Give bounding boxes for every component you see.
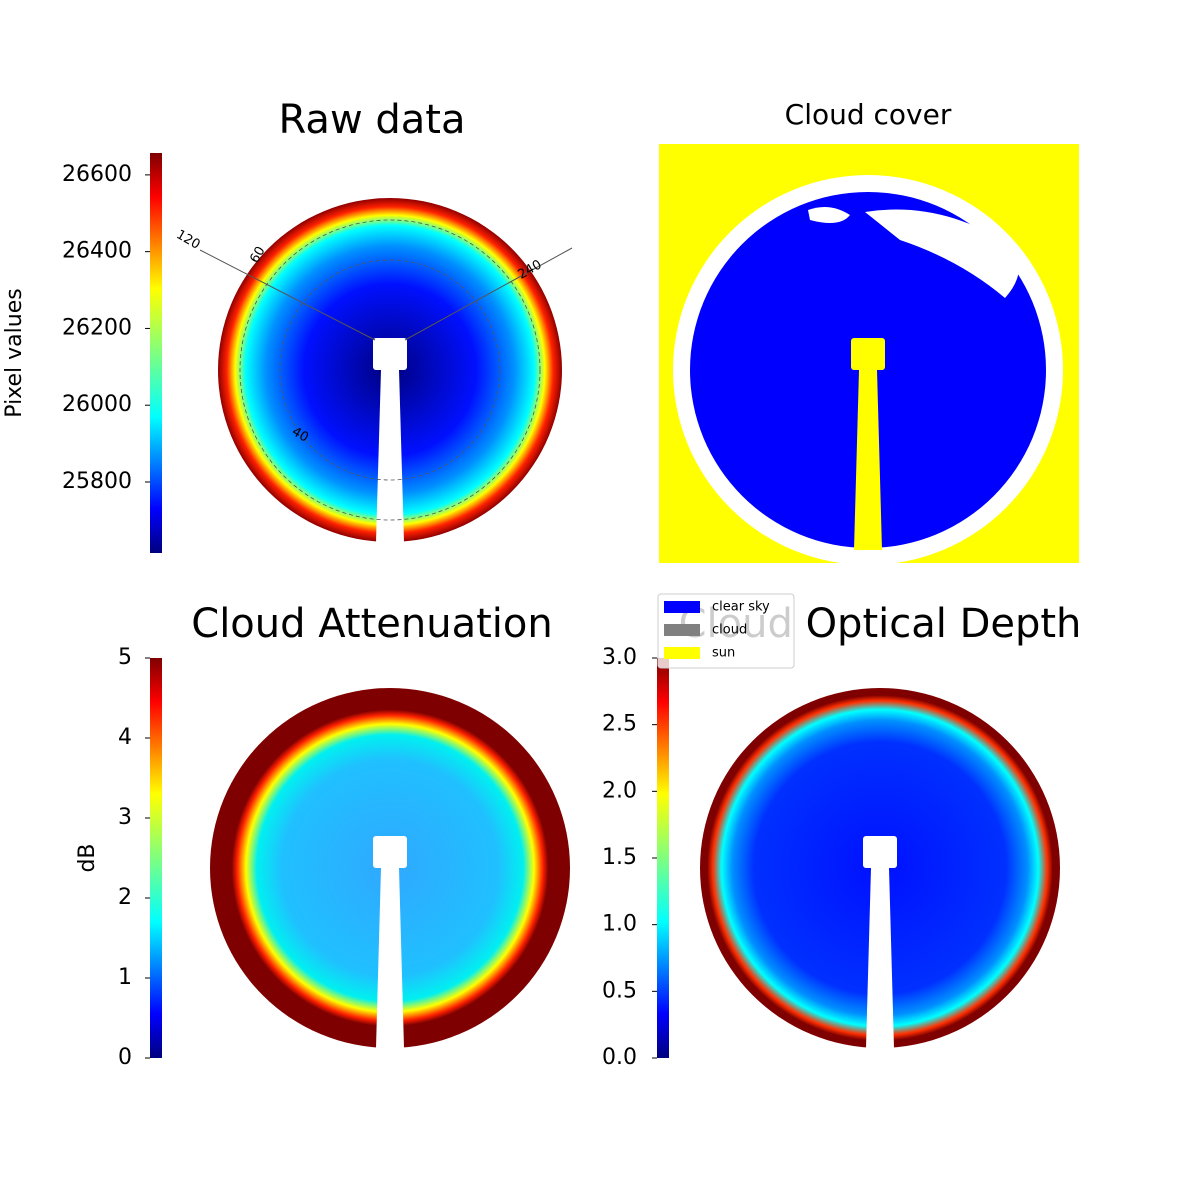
colorbar-tick-label: 0.5 <box>602 978 637 1003</box>
polar-label: 120 <box>173 227 202 252</box>
camera-mast <box>373 338 407 370</box>
mask-cloud <box>808 206 850 224</box>
colorbar-tick-label: 26400 <box>62 239 132 264</box>
camera-mast <box>373 836 407 868</box>
legend-swatch <box>664 647 700 659</box>
colorbar-tick-label: 4 <box>118 725 132 750</box>
colorbar-tick-label: 1.5 <box>602 845 637 870</box>
colorbar-tick-label: 26000 <box>62 392 132 417</box>
colorbar <box>150 153 162 553</box>
colorbar-tick-label: 2.5 <box>602 712 637 737</box>
colorbar-tick-label: 1.0 <box>602 912 637 937</box>
colorbar-label: Pixel values <box>2 288 27 417</box>
colorbar <box>657 658 669 1058</box>
mask-sun <box>851 338 885 370</box>
camera-mast <box>376 370 404 542</box>
colorbar-tick-label: 26200 <box>62 315 132 340</box>
camera-mast <box>376 868 404 1048</box>
colorbar-tick-label: 2.0 <box>602 778 637 803</box>
colorbar-tick-label: 5 <box>118 645 132 670</box>
polar-grid <box>279 259 501 481</box>
polar-label: 40 <box>289 424 311 445</box>
legend-label: clear sky <box>712 600 770 615</box>
panel-title: Cloud cover <box>785 98 952 131</box>
camera-mast <box>866 868 894 1048</box>
polar-grid <box>404 247 573 341</box>
legend-swatch <box>664 624 700 636</box>
colorbar-tick-label: 3.0 <box>602 645 637 670</box>
polar-label: 60 <box>247 244 268 266</box>
legend-swatch <box>664 601 700 613</box>
mask-cloud <box>865 209 1019 298</box>
polar-grid <box>199 249 376 341</box>
legend-label: cloud <box>712 623 747 638</box>
panel-title: Cloud Attenuation <box>191 601 552 647</box>
colorbar-tick-label: 25800 <box>62 469 132 494</box>
colorbar <box>150 658 162 1058</box>
polar-grid <box>239 219 541 521</box>
colorbar-tick-label: 0.0 <box>602 1045 637 1070</box>
mask-sun <box>854 370 882 550</box>
colorbar-tick-label: 1 <box>118 965 132 990</box>
colorbar-tick-label: 3 <box>118 805 132 830</box>
colorbar-label: dB <box>75 843 100 872</box>
colorbar-tick-label: 2 <box>118 885 132 910</box>
panel-title: Raw data <box>279 97 466 143</box>
colorbar-tick-label: 26600 <box>62 162 132 187</box>
camera-mast <box>863 836 897 868</box>
legend-label: sun <box>712 646 735 661</box>
colorbar-tick-label: 0 <box>118 1045 132 1070</box>
